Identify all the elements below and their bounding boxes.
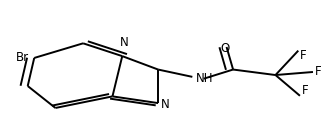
Text: O: O bbox=[220, 42, 230, 55]
Text: Br: Br bbox=[16, 51, 29, 64]
Text: F: F bbox=[315, 66, 321, 78]
Text: NH: NH bbox=[196, 72, 213, 85]
Text: F: F bbox=[300, 49, 306, 62]
Text: F: F bbox=[302, 84, 308, 97]
Text: N: N bbox=[161, 98, 170, 111]
Text: N: N bbox=[120, 36, 128, 49]
